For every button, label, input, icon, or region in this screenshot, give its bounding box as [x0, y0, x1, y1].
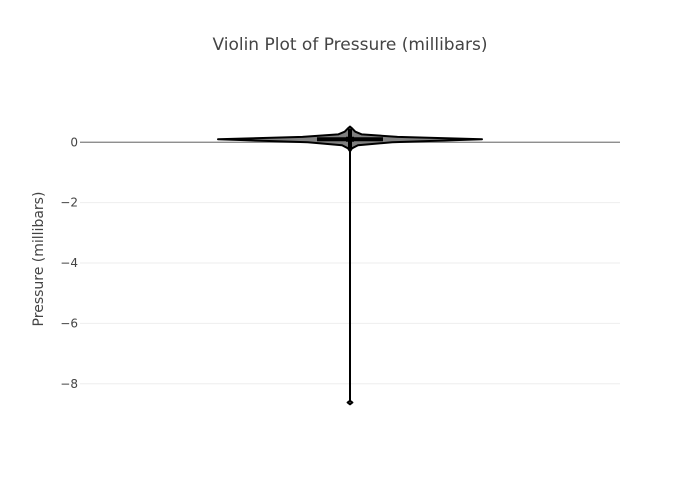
chart-title: Violin Plot of Pressure (millibars): [212, 35, 487, 55]
y-tick-label: −2: [60, 196, 78, 210]
y-tick-label: −4: [60, 256, 78, 270]
y-tick-label: −6: [60, 316, 78, 330]
y-tick-labels: 0 −2 −4 −6 −8: [60, 135, 78, 391]
violin-body: [217, 125, 483, 406]
violin-series: [217, 125, 483, 406]
y-tick-label: 0: [70, 135, 78, 149]
y-axis-label: Pressure (millibars): [31, 192, 47, 327]
y-tick-label: −8: [60, 377, 78, 391]
